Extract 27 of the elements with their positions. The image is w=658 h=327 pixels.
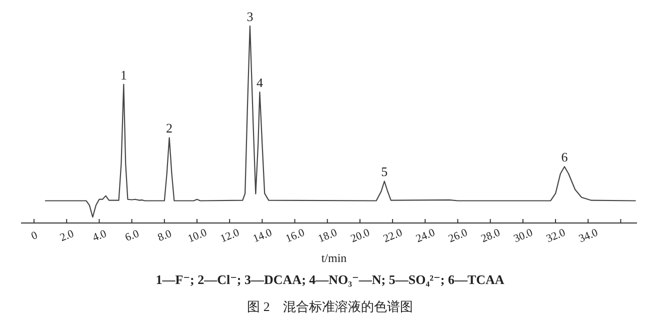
x-tick-label: 28.0 (480, 226, 502, 246)
x-tick-label: 14.0 (251, 226, 274, 246)
x-tick-label: 0 (30, 229, 40, 243)
x-tick-label: 20.0 (349, 226, 372, 246)
x-tick-label: 24.0 (414, 226, 438, 246)
x-tick-label: 2.0 (58, 228, 76, 244)
x-tick-label: 8.0 (156, 228, 174, 244)
annotation: 1 (120, 67, 127, 82)
annotation: 3 (246, 9, 254, 24)
annotation: 6 (561, 150, 568, 165)
x-axis-title: t/min (321, 251, 347, 265)
x-tick-label: 32.0 (544, 226, 568, 246)
annotation: 2 (166, 120, 173, 136)
x-tick-label: 22.0 (382, 226, 405, 246)
x-tick-label: 12.0 (218, 226, 242, 246)
caption: 图 2 混合标准溶液的色谱图 (247, 299, 413, 314)
x-tick-label: 6.0 (124, 228, 142, 244)
annotation: 5 (381, 164, 388, 180)
x-tick-label: 26.0 (446, 226, 470, 246)
x-tick-label: 34.0 (577, 226, 600, 246)
text: 1—F⁻; 2—Cl⁻; 3—DCAA; 4—NO₃⁻—N; 5—SO₄²⁻; 6—TCAA (156, 272, 505, 287)
x-tick-label: 18.0 (316, 226, 340, 246)
x-tick-label: 10.0 (186, 226, 210, 246)
annotation: 4 (256, 74, 264, 90)
x-tick-label: 16.0 (284, 226, 307, 246)
x-tick-label: 4.0 (90, 228, 109, 244)
x-tick-label: 30.0 (512, 226, 535, 246)
